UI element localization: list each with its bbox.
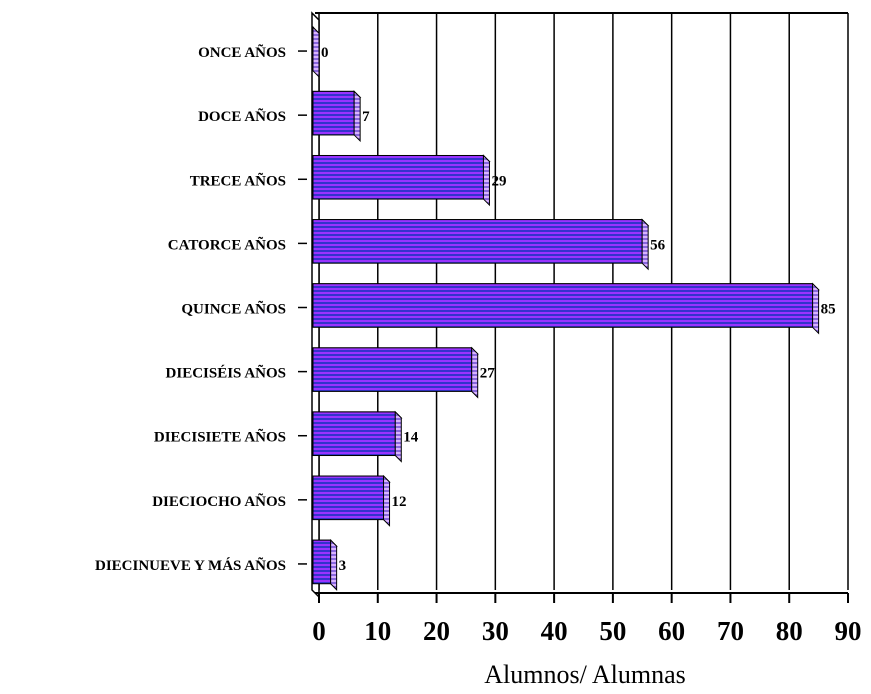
bar <box>312 26 320 79</box>
data-label: 85 <box>821 302 836 318</box>
category-label: CATORCE AÑOS <box>168 235 286 253</box>
x-tick-label: 70 <box>717 616 744 646</box>
bar <box>311 346 479 399</box>
category-label: DIECISIETE AÑOS <box>154 428 286 446</box>
data-label: 12 <box>392 494 407 510</box>
bar <box>311 154 491 207</box>
data-label: 56 <box>650 237 666 253</box>
x-tick-label: 10 <box>364 616 391 646</box>
data-label: 29 <box>491 173 506 189</box>
bar <box>311 474 391 527</box>
category-label: DOCE AÑOS <box>198 107 286 125</box>
data-label: 0 <box>321 45 329 61</box>
x-tick-label: 30 <box>482 616 509 646</box>
x-tick-label: 50 <box>599 616 626 646</box>
category-label: DIECINUEVE Y MÁS AÑOS <box>95 556 286 574</box>
bars <box>311 26 820 591</box>
x-axis-title: Alumnos/ Alumnas <box>484 660 686 689</box>
x-tick-label: 40 <box>541 616 568 646</box>
bar <box>311 282 820 335</box>
labels: 0 10 20 30 40 50 60 70 80 90 ONCE AÑOS 0 DOCE AÑOS 7 T… <box>95 43 862 646</box>
data-label: 14 <box>403 430 419 446</box>
category-label: ONCE AÑOS <box>198 43 286 61</box>
x-tick-label: 90 <box>835 616 862 646</box>
category-label: QUINCE AÑOS <box>181 300 286 318</box>
category-label: DIECISÉIS AÑOS <box>166 364 286 382</box>
x-tick-label: 20 <box>423 616 450 646</box>
x-tick-label: 80 <box>776 616 803 646</box>
bar <box>311 218 650 271</box>
category-label: DIECIOCHO AÑOS <box>152 492 286 510</box>
x-tick-label: 0 <box>312 616 326 646</box>
data-label: 7 <box>362 109 370 125</box>
bar <box>311 90 362 143</box>
category-label: TRECE AÑOS <box>190 171 286 189</box>
bar <box>311 538 338 591</box>
bar <box>311 410 403 463</box>
data-label: 27 <box>480 366 496 382</box>
x-tick-label: 60 <box>658 616 685 646</box>
data-label: 3 <box>339 558 347 574</box>
